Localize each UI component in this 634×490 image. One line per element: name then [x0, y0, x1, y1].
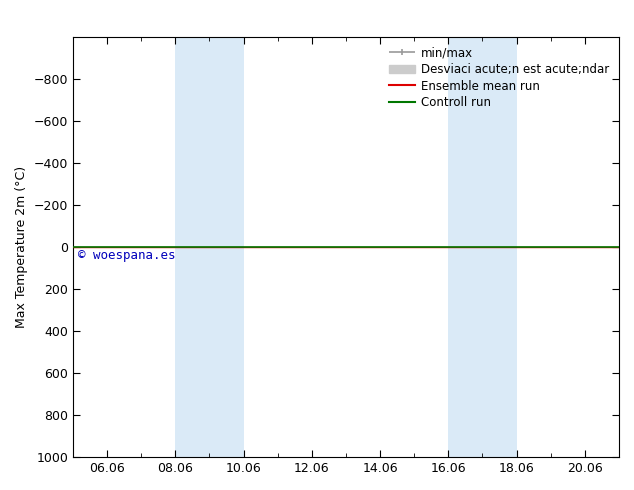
Y-axis label: Max Temperature 2m (°C): Max Temperature 2m (°C) [15, 166, 28, 328]
Text: © woespana.es: © woespana.es [78, 248, 176, 262]
Bar [176, 37, 243, 457]
Legend: min/max, Desviaci acute;n est acute;ndar, Ensemble mean run, Controll run: min/max, Desviaci acute;n est acute;ndar… [386, 43, 613, 113]
Bar [448, 37, 517, 457]
